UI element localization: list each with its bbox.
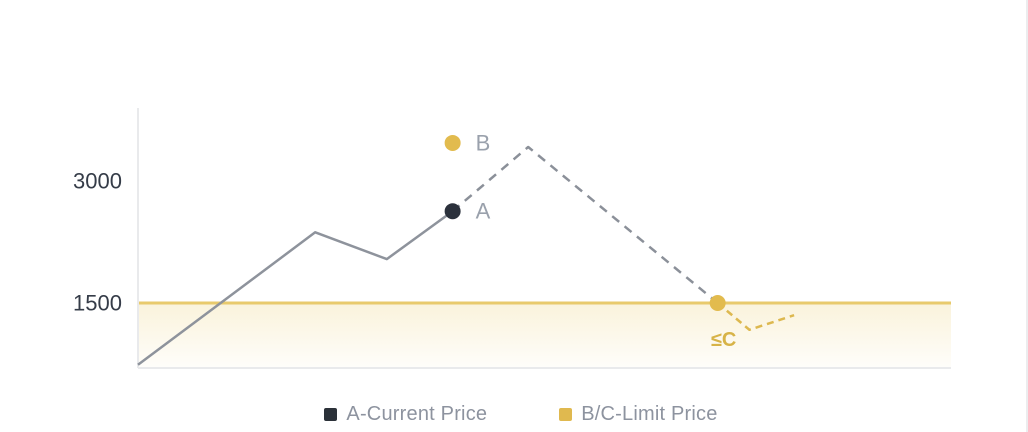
- legend-item-current-price: A-Current Price: [324, 403, 487, 426]
- legend-swatch-limit-price-icon: [559, 407, 573, 421]
- limit-zone-band: [138, 303, 951, 368]
- series-projected-path-gray: [451, 145, 719, 304]
- point-C-dot: [709, 295, 726, 311]
- page-right-border: [1026, 0, 1028, 432]
- point-B-dot: [444, 134, 461, 151]
- ytick-label-3000: 3000: [73, 169, 122, 194]
- point-A-dot: [444, 203, 461, 220]
- series-post-limit-path-gold: [716, 302, 795, 332]
- chart-legend: A-Current Price B/C-Limit Price: [0, 400, 1028, 428]
- legend-swatch-current-price-icon: [324, 407, 338, 421]
- legend-label-limit-price: B/C-Limit Price: [581, 402, 718, 425]
- series-current-price-history: [137, 210, 454, 366]
- legend-label-current-price: A-Current Price: [346, 402, 488, 425]
- point-C-label: ≤C: [711, 329, 736, 351]
- point-B-label: B: [476, 130, 491, 155]
- ytick-label-1500: 1500: [73, 291, 122, 316]
- legend-item-limit-price: B/C-Limit Price: [559, 403, 717, 426]
- point-A-label: A: [476, 199, 491, 224]
